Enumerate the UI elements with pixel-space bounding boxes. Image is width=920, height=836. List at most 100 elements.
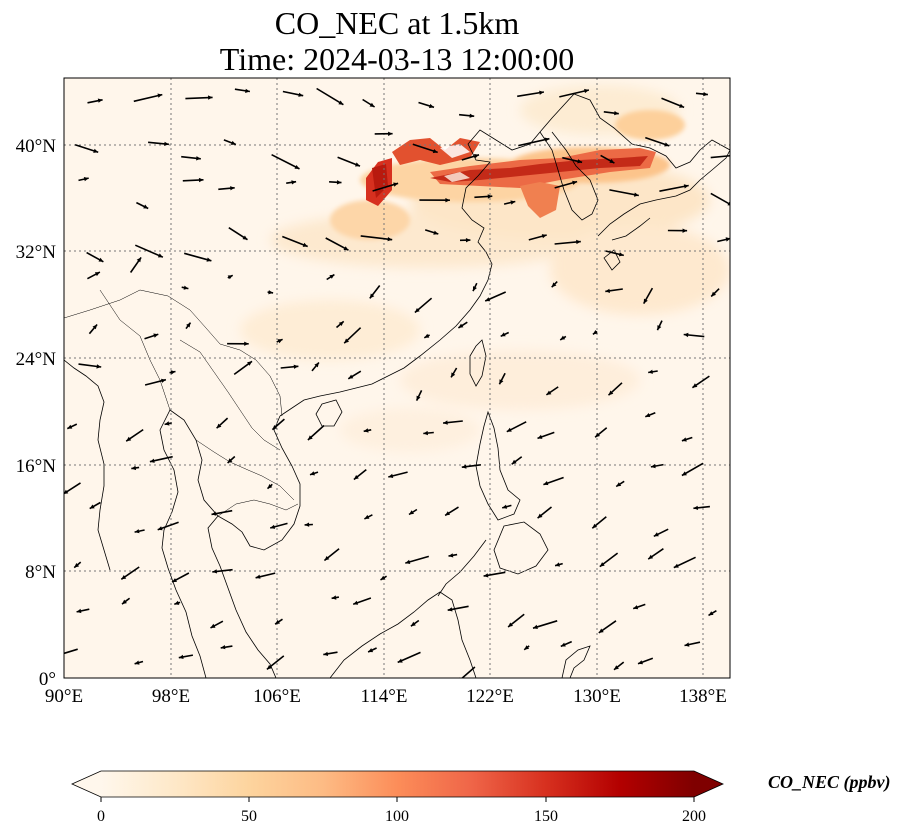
border-myanmar — [99, 289, 171, 411]
wind-vector-head — [692, 383, 698, 388]
wind-vector-head — [314, 362, 319, 368]
wind-vector-head — [272, 425, 278, 430]
coast-hainan — [315, 399, 343, 427]
wind-vector — [518, 137, 550, 147]
wind-vector-head — [134, 529, 140, 534]
coast-philippines — [437, 410, 549, 597]
wind-vector-head — [393, 182, 399, 187]
wind-vector-head — [506, 427, 512, 432]
wind-vector-head — [216, 423, 222, 429]
wind-vector-head — [682, 228, 688, 233]
wind-vector — [360, 235, 393, 241]
wind-vector-head — [275, 619, 280, 625]
wind-vector-head — [708, 611, 714, 616]
wind-vector-head — [310, 471, 315, 476]
wind-vector-head — [524, 645, 530, 650]
wind-vector-head — [537, 513, 543, 519]
colorbar: 0 50 100 150 200 CO_NEC (ppbv) — [71, 770, 891, 825]
wind-vector-head — [433, 230, 439, 235]
colorbar-tick-label: 150 — [534, 808, 558, 825]
wind-vector-head — [465, 238, 471, 243]
colorbar-label: CO_NEC (ppbv) — [768, 772, 891, 793]
wind-vector — [185, 96, 213, 100]
wind-vector-head — [161, 378, 166, 383]
wind-vector-head — [331, 595, 337, 600]
wind-vector-head — [693, 505, 699, 510]
wind-vector-head — [244, 341, 249, 346]
wind-vector-head — [211, 511, 217, 516]
wind-vector-head — [380, 575, 386, 580]
wind-vector — [710, 154, 730, 159]
wind-vector-head — [196, 156, 201, 161]
wind-vector-head — [343, 246, 349, 251]
wind-vector-head — [727, 201, 730, 206]
x-axis-labels: 90°E 98°E 106°E 114°E 122°E 130°E 138°E — [45, 686, 727, 707]
wind-vector-head — [657, 325, 662, 331]
wind-vector-head — [353, 600, 359, 605]
wind-vector-head — [198, 177, 204, 183]
wind-vector-head — [447, 607, 453, 612]
wind-vector-head — [336, 180, 342, 185]
y-tick-label: 8°N — [25, 562, 56, 583]
wind-vector-head — [679, 103, 685, 108]
gridlines — [64, 78, 730, 678]
wind-vector-head — [510, 200, 516, 205]
wind-vector-head — [174, 600, 180, 605]
wind-vector-head — [387, 237, 393, 242]
coastlines — [64, 93, 730, 678]
wind-vector-head — [533, 624, 538, 629]
wind-vector-head — [683, 332, 689, 338]
wind-vector-head — [344, 338, 349, 344]
wind-vector-head — [653, 532, 659, 537]
wind-vector-head — [76, 608, 82, 614]
wind-vector-head — [338, 100, 344, 105]
y-tick-label: 0° — [39, 669, 56, 690]
colorbar-tick-label: 0 — [97, 808, 105, 825]
country-borders — [64, 289, 299, 517]
wind-vector-head — [293, 364, 299, 369]
wind-vector-head — [122, 599, 127, 605]
border-laos — [195, 439, 295, 501]
wind-vector-head — [230, 140, 236, 145]
wind-vector-head — [502, 504, 508, 509]
wind-vector-head — [227, 458, 233, 463]
wind-vector-head — [409, 510, 414, 515]
wind-vector-head — [555, 562, 560, 567]
x-tick-label: 106°E — [253, 686, 301, 707]
wind-vector-head — [121, 575, 127, 580]
wind-vector-head — [423, 430, 428, 436]
wind-vector-head — [363, 428, 369, 433]
wind-vector-head — [183, 285, 189, 290]
wind-vector-head — [92, 324, 98, 330]
x-tick-label: 138°E — [679, 686, 727, 707]
wind-vector-head — [64, 489, 69, 494]
wind-vector-head — [96, 364, 102, 369]
wind-vector-head — [268, 290, 274, 295]
wind-vector-head — [136, 257, 142, 263]
wind-vector-head — [186, 322, 191, 328]
wind-vector-head — [89, 504, 95, 509]
title-line-1: CO_NEC at 1.5km — [275, 5, 520, 41]
wind-vector-head — [369, 293, 375, 299]
wind-vector-head — [616, 482, 622, 487]
y-tick-label: 24°N — [16, 349, 57, 370]
wind-vector-head — [648, 554, 654, 560]
wind-vector-head — [546, 390, 552, 395]
colorbar-extend-min — [72, 771, 101, 797]
wind-vector-head — [474, 154, 479, 159]
map-panel — [63, 77, 731, 679]
wind-vector-head — [592, 330, 598, 335]
wind-vector-head — [67, 424, 73, 429]
wind-vector-head — [329, 274, 335, 279]
wind-vector-head — [598, 628, 604, 633]
wind-vector-head — [368, 648, 374, 653]
wind-vector-head — [711, 291, 716, 297]
wind-vector-head — [584, 88, 589, 94]
wind-vector — [64, 648, 78, 655]
wind-vector-head — [94, 272, 100, 277]
wind-vector-head — [473, 286, 477, 292]
wind-vector-head — [544, 137, 550, 142]
x-tick-label: 122°E — [466, 686, 514, 707]
wind-vector-head — [157, 93, 163, 98]
